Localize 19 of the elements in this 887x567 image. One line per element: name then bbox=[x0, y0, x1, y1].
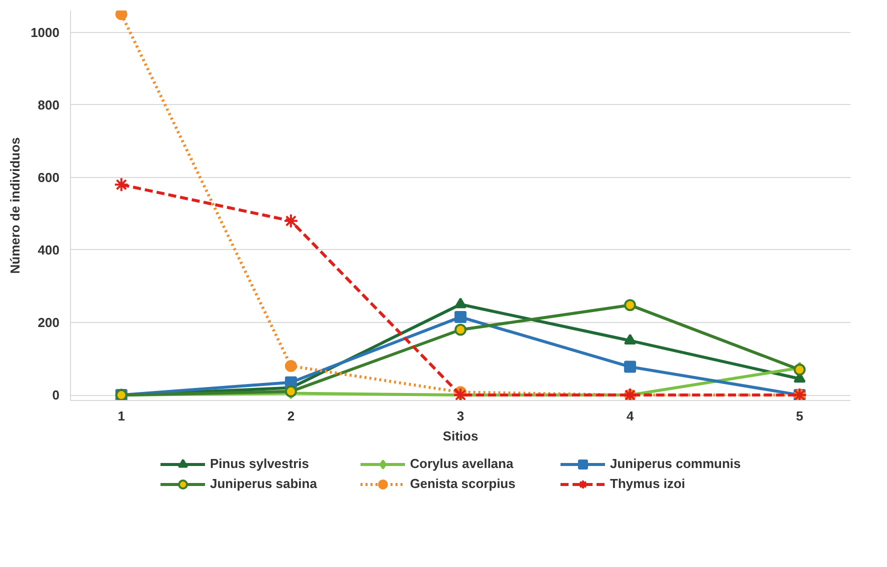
y-tick-label: 200 bbox=[38, 315, 60, 330]
legend-label: Juniperus sabina bbox=[210, 476, 318, 491]
x-tick-label: 5 bbox=[796, 408, 804, 424]
legend-label: Corylus avellana bbox=[410, 456, 514, 471]
x-tick-label: 2 bbox=[287, 408, 295, 424]
y-tick-label: 800 bbox=[38, 97, 60, 112]
x-axis-title: Sitios bbox=[442, 428, 478, 444]
y-tick-label: 600 bbox=[38, 170, 60, 185]
legend-label: Pinus sylvestris bbox=[210, 456, 310, 471]
x-tick-label: 4 bbox=[626, 408, 634, 424]
legend-label: Juniperus communis bbox=[610, 456, 742, 471]
legend-label: Thymus izoi bbox=[610, 476, 686, 491]
x-tick-label: 1 bbox=[118, 408, 125, 424]
y-tick-label: 0 bbox=[52, 388, 60, 403]
y-tick-label: 400 bbox=[38, 242, 60, 258]
y-axis-title: Número de individuos bbox=[8, 137, 23, 274]
x-tick-label: 3 bbox=[456, 408, 464, 424]
legend-label: Genista scorpius bbox=[410, 476, 516, 491]
y-tick-label: 1000 bbox=[30, 24, 60, 40]
